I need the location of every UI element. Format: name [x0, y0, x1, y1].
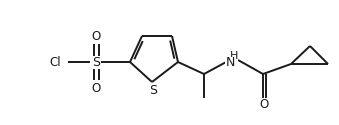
Text: O: O	[259, 98, 268, 112]
Text: S: S	[92, 56, 100, 68]
Text: O: O	[92, 30, 101, 43]
Text: O: O	[92, 82, 101, 94]
Text: N: N	[225, 56, 235, 70]
Text: S: S	[149, 84, 157, 96]
Text: H: H	[230, 51, 238, 61]
Text: Cl: Cl	[49, 56, 61, 68]
